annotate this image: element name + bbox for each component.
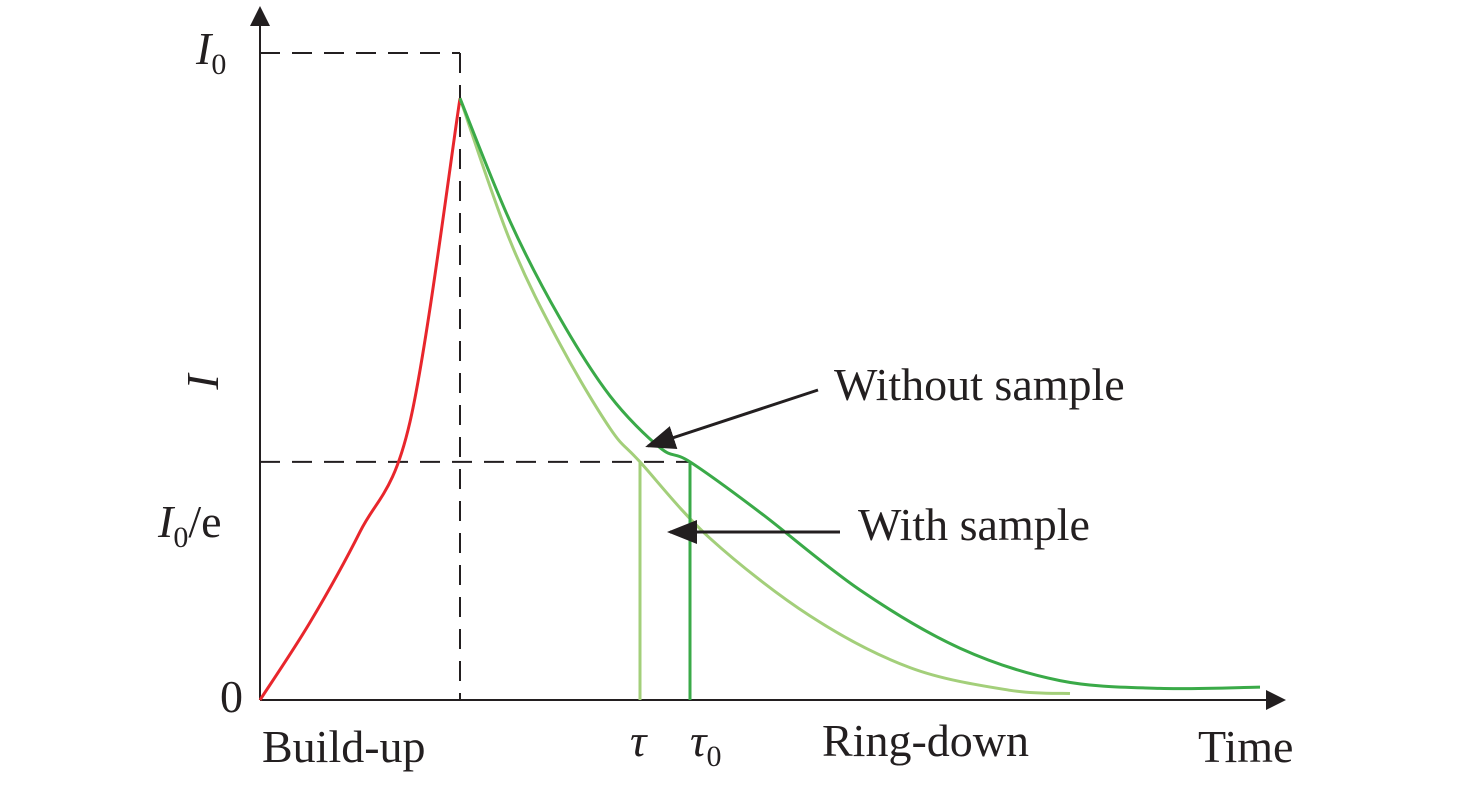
ring-down-region-label: Ring-down [822,715,1029,766]
y-tick-label-i0: I0 [195,23,226,81]
x-axis-label: Time [1198,721,1293,772]
y-axis-arrow-icon [250,6,270,26]
without-sample-annotation: Without sample [834,359,1125,410]
build-up-region-label: Build-up [262,721,426,772]
without-sample-curve [458,97,1261,691]
with-sample-annotation: With sample [858,499,1090,550]
without-sample-arrow [645,388,819,449]
x-axis-arrow-icon [1266,690,1286,710]
tau-label: τ [630,715,648,766]
with-sample-curve [458,97,1071,695]
build-up-curve [258,98,462,701]
y-tick-label-zero: 0 [220,671,243,722]
tau0-label: τ0 [690,715,721,773]
y-tick-label-i0-over-e: I0/e [157,496,222,554]
y-axis-label: I [177,372,228,391]
